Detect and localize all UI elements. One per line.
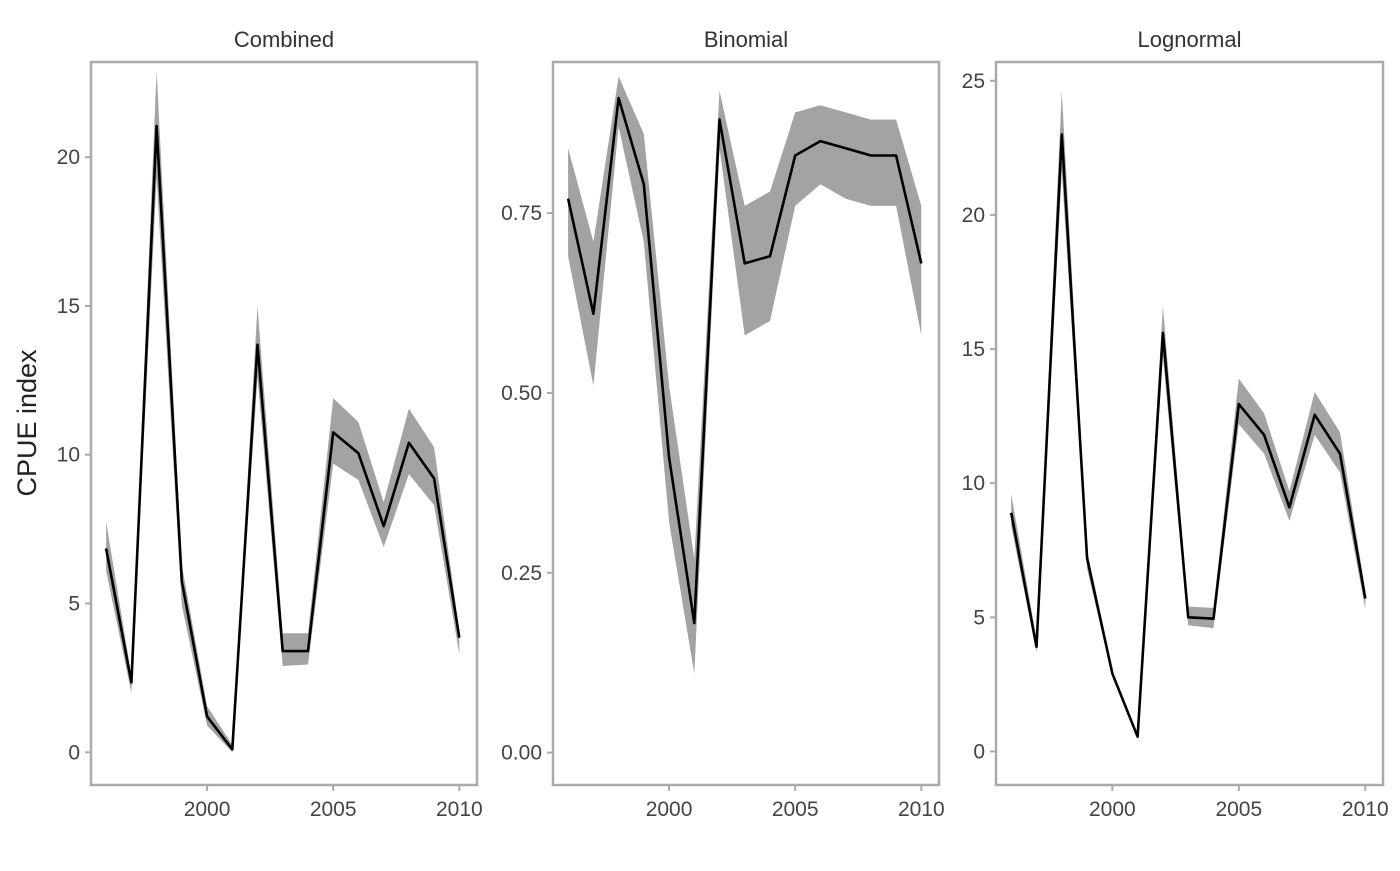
panel-binomial: Binomial 0.00 0.25 0.50 0.75 2000 2005 2010 (501, 27, 945, 821)
y-tick-label: 0.25 (501, 562, 542, 585)
x-tick-label: 2010 (898, 798, 945, 821)
x-tick-label: 2005 (310, 798, 357, 821)
y-tick-label: 15 (57, 295, 80, 318)
y-tick-label: 20 (57, 146, 80, 169)
confidence-band-binomial (568, 76, 921, 673)
y-tick-label: 0 (68, 741, 80, 764)
y-tick-label: 0 (973, 740, 985, 763)
y-tick-label: 10 (962, 472, 985, 495)
y-tick-label: 20 (962, 204, 985, 227)
y-tick-label: 25 (962, 70, 985, 93)
panel-combined: Combined 0 5 10 15 20 2000 2005 2010 (57, 27, 483, 821)
panel-frame-combined (91, 62, 477, 785)
y-tick-label: 5 (68, 593, 80, 616)
x-tick-label: 2000 (1089, 798, 1136, 821)
x-tick-label: 2000 (646, 798, 693, 821)
y-tick-label: 0.50 (501, 382, 542, 405)
x-tick-label: 2000 (184, 798, 231, 821)
y-tick-label: 0.00 (501, 742, 542, 765)
x-tick-label: 2010 (436, 798, 483, 821)
panel-title-combined: Combined (234, 27, 334, 52)
x-tick-label: 2010 (1342, 798, 1389, 821)
y-tick-label: 5 (973, 606, 985, 629)
y-tick-label: 10 (57, 444, 80, 467)
y-tick-label: 15 (962, 338, 985, 361)
panel-title-binomial: Binomial (704, 27, 788, 52)
panel-lognormal: Lognormal 0 5 10 15 20 25 2000 2005 2010 (962, 27, 1389, 821)
x-tick-label: 2005 (772, 798, 819, 821)
y-tick-label: 0.75 (501, 202, 542, 225)
panel-title-lognormal: Lognormal (1138, 27, 1242, 52)
x-tick-label: 2005 (1215, 798, 1262, 821)
y-axis-title: CPUE index (12, 349, 42, 497)
